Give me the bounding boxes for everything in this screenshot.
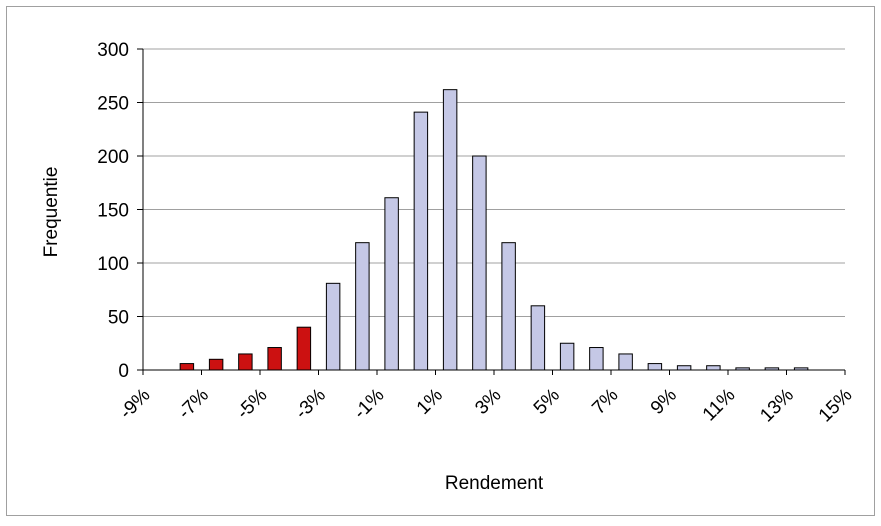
gridlines — [143, 48, 845, 317]
bar — [296, 326, 312, 371]
y-tick-labels: 0 50 100 150 200 250 300 — [97, 40, 143, 382]
bar — [618, 353, 633, 371]
bar — [384, 197, 399, 371]
bar — [647, 363, 663, 371]
bar — [530, 305, 546, 371]
bar — [238, 353, 253, 371]
bar — [442, 89, 458, 371]
bars — [179, 89, 809, 371]
y-tick-label: 0 — [118, 361, 129, 382]
y-tick-label: 100 — [97, 254, 129, 275]
bar — [706, 365, 721, 371]
bar — [559, 342, 575, 371]
y-tick-label: 50 — [108, 308, 129, 329]
bar — [325, 282, 341, 371]
y-tick-label: 150 — [97, 201, 129, 222]
bar — [472, 155, 487, 371]
bar — [413, 111, 429, 371]
bar — [355, 242, 370, 371]
bar — [589, 347, 604, 371]
bar — [676, 365, 692, 371]
y-tick-label: 250 — [97, 94, 129, 115]
chart-border — [6, 6, 875, 516]
bar — [501, 242, 516, 371]
y-tick-label: 300 — [97, 40, 129, 61]
x-axis-label: Rendement — [445, 473, 544, 494]
y-axis-label: Frequentie — [41, 167, 62, 258]
bar — [208, 358, 224, 371]
bar — [179, 363, 195, 371]
y-tick-label: 200 — [97, 147, 129, 168]
bar — [267, 347, 282, 371]
